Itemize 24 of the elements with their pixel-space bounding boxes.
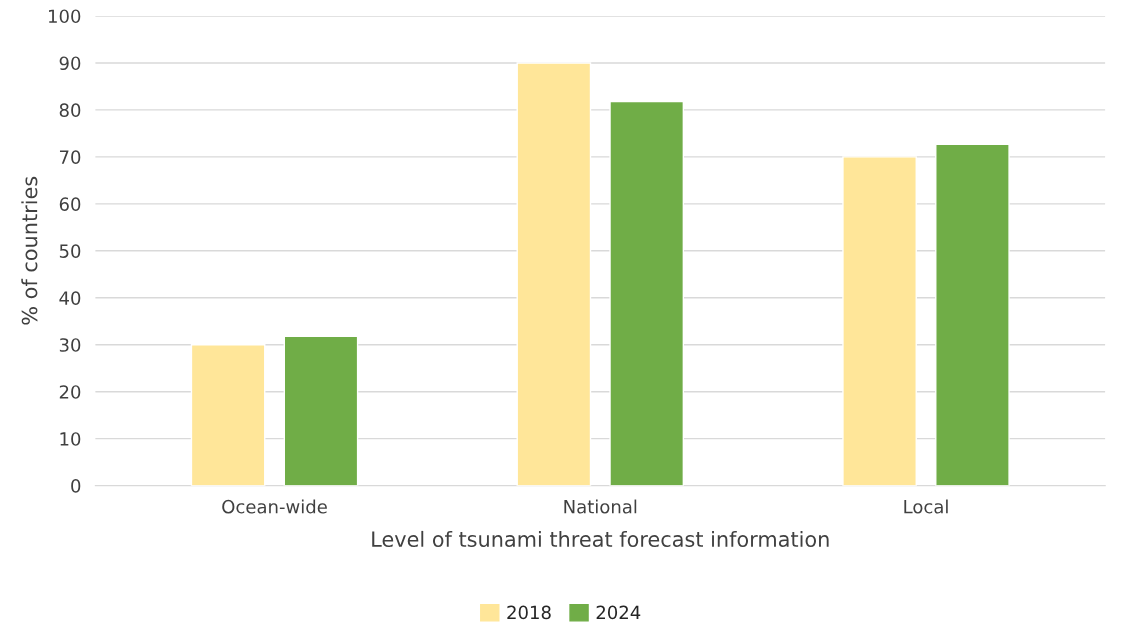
legend-label: 2024: [596, 605, 641, 620]
legend-label: 2018: [507, 605, 551, 620]
y-axis-title: % of countries: [21, 176, 38, 325]
y-tick-label: 60: [59, 197, 81, 211]
y-tick-label: 70: [59, 150, 81, 164]
bar: [609, 100, 685, 486]
x-tick-label: National: [564, 499, 637, 514]
bar: [283, 335, 359, 486]
bar: [516, 62, 592, 486]
bar: [935, 143, 1010, 486]
x-tick-label: Local: [904, 499, 948, 514]
y-tick-label: 30: [59, 338, 81, 352]
x-axis-title: Level of tsunami threat forecast information: [372, 530, 829, 548]
y-tick-label: 40: [59, 291, 81, 305]
x-tick-label: Ocean-wide: [222, 499, 327, 514]
y-tick-label: 100: [49, 9, 81, 24]
bar: [190, 344, 266, 486]
y-tick-label: 50: [59, 244, 81, 258]
y-tick-label: 80: [59, 103, 81, 118]
bar: [842, 156, 917, 486]
y-tick-label: 90: [59, 56, 81, 71]
y-tick-label: 0: [71, 479, 81, 493]
y-tick-label: 10: [60, 432, 81, 446]
y-tick-label: 20: [59, 385, 81, 399]
